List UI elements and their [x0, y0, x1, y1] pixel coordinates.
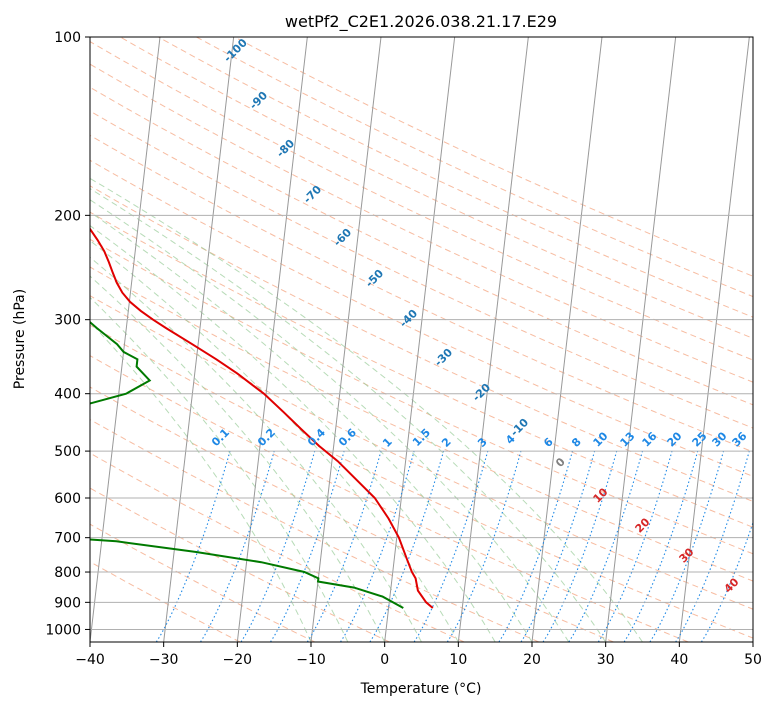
x-tick-label: −10: [296, 652, 326, 668]
moist-adiabat: [90, 211, 533, 642]
dry-adiabat: [90, 266, 753, 582]
dry-adiabat: [196, 37, 753, 298]
x-tick-label: 20: [523, 652, 541, 668]
dry-adiabat: [90, 355, 689, 642]
moist-adiabat: [90, 321, 312, 642]
moist-adiabat: [90, 187, 607, 642]
mixing-ratio-line: [675, 450, 750, 642]
moist-adiabat: [90, 239, 459, 642]
dry-adiabat: [90, 134, 753, 453]
mixing-ratio-line: [520, 450, 596, 642]
y-tick-label: 200: [54, 208, 81, 224]
y-tick-label: 900: [54, 595, 81, 611]
dry-adiabat: [158, 37, 753, 318]
mixing-ratio-line: [369, 450, 445, 642]
isotherm: [531, 37, 603, 642]
y-tick-label: 300: [54, 313, 81, 329]
isotherm: [678, 37, 750, 642]
y-tick-label: 500: [54, 444, 81, 460]
mixing-ratio-line: [413, 450, 489, 642]
isotherm: [457, 37, 529, 642]
dry-adiabat: [90, 452, 465, 642]
dry-adiabat: [90, 86, 753, 406]
moist-adiabat: [90, 199, 570, 642]
isotherm: [236, 37, 308, 642]
mixing-ratio-line: [498, 450, 574, 642]
isotherm: [605, 37, 677, 642]
dry-adiabat: [90, 211, 753, 528]
y-tick-label: 1000: [45, 622, 81, 638]
mixing-ratio-line: [270, 450, 345, 642]
dry-adiabat: [90, 295, 753, 610]
y-axis-label: Pressure (hPa): [12, 289, 28, 389]
mixing-ratio-line: [542, 450, 618, 642]
mixing-ratio-line: [597, 450, 673, 642]
mixing-ratio-line: [200, 450, 275, 642]
dewpoint-profile-line: [90, 320, 404, 609]
moist-adiabat: [90, 224, 496, 642]
y-tick-label: 600: [54, 491, 81, 507]
moist-adiabat: [90, 275, 386, 642]
y-tick-label: 100: [54, 30, 81, 46]
dry-adiabat: [119, 37, 753, 339]
y-axis-ticks: 100 200 300 400 500 600 700 800 900 1000: [45, 30, 90, 638]
mixing-ratio-line: [306, 450, 382, 642]
dry-adiabat: [90, 487, 390, 642]
moist-adiabat: [90, 177, 643, 642]
chart-title: wetPf2_C2E1.2026.038.21.17.E29: [285, 12, 557, 32]
y-tick-label: 800: [54, 565, 81, 581]
x-tick-label: 10: [449, 652, 467, 668]
y-tick-label: 700: [54, 531, 81, 547]
mixing-ratio-line: [240, 450, 316, 642]
temperature-profile-line: [90, 227, 434, 609]
dry-adiabat: [90, 238, 753, 555]
background-lines: [90, 37, 753, 642]
mixing-ratio-line: [340, 450, 415, 642]
x-tick-label: −20: [223, 652, 253, 668]
isotherm: [310, 37, 382, 642]
x-tick-label: 0: [380, 652, 389, 668]
plot-frame: [89, 36, 754, 643]
y-tick-label: 400: [54, 387, 81, 403]
mixing-ratio-line: [446, 450, 522, 642]
mixing-ratio-line: [623, 450, 699, 642]
dry-adiabat: [90, 324, 753, 639]
isotherm: [163, 37, 235, 642]
dry-adiabat: [90, 159, 753, 477]
pressure-grid: [90, 36, 753, 630]
x-tick-label: 40: [670, 652, 688, 668]
mixing-ratio-line: [155, 450, 231, 642]
mixing-ratio-line: [649, 450, 725, 642]
dry-adiabat: [234, 37, 753, 277]
x-axis-ticks: −40 −30 −20 −10 0 10 20 30 40 50: [75, 642, 762, 668]
dry-adiabat: [90, 41, 753, 361]
x-tick-label: −30: [149, 652, 179, 668]
x-axis-label: Temperature (°C): [360, 681, 482, 697]
dry-adiabat: [90, 418, 540, 642]
profiles: [90, 227, 434, 609]
dry-adiabat: [90, 185, 753, 502]
x-tick-label: 30: [597, 652, 615, 668]
dry-adiabat: [90, 110, 753, 429]
mixing-ratio-line: [568, 450, 644, 642]
x-tick-label: −40: [75, 652, 105, 668]
moist-adiabat: [90, 296, 349, 642]
x-tick-label: 50: [744, 652, 762, 668]
isotherm: [384, 37, 456, 642]
